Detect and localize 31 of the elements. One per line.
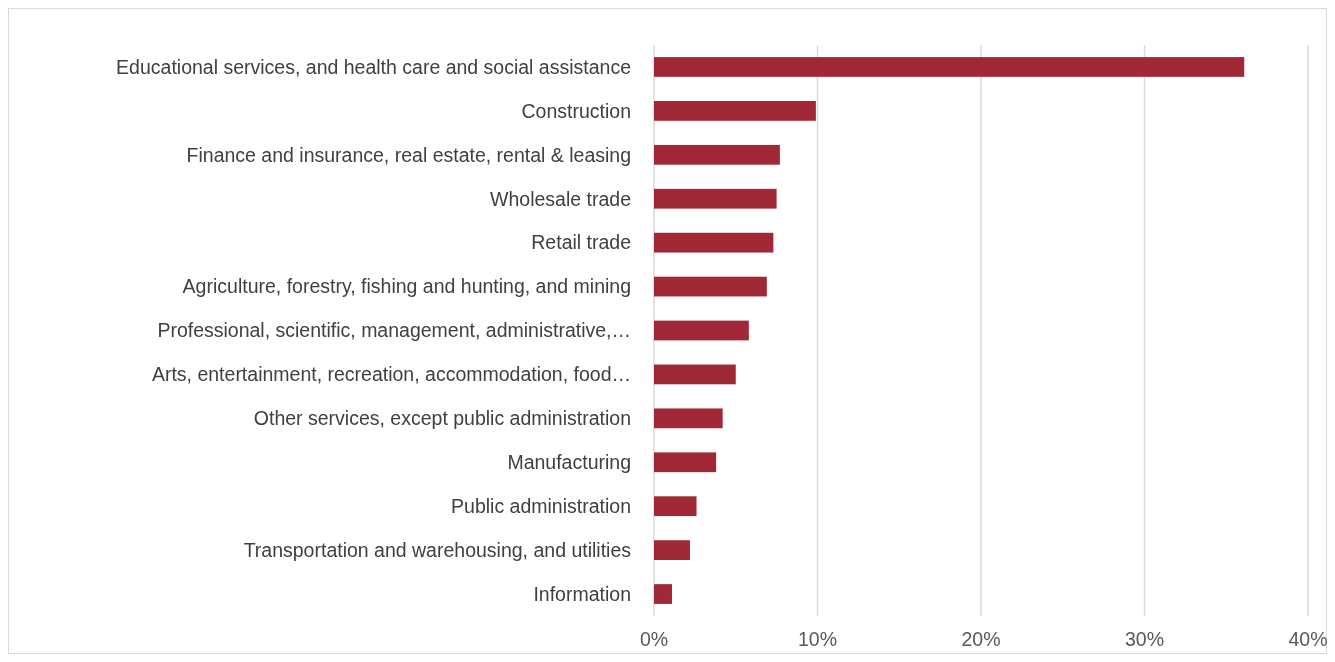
bar <box>654 452 717 473</box>
bar <box>654 496 697 517</box>
y-tick-label: Professional, scientific, management, administrative,… <box>157 319 631 342</box>
x-tick-label: 0% <box>639 628 669 650</box>
y-tick-label: Wholesale trade <box>490 187 631 210</box>
bar <box>654 540 690 560</box>
y-tick-label: Transportation and warehousing, and utilities <box>243 538 632 561</box>
x-tick-label: 40% <box>1288 628 1328 650</box>
bar <box>654 57 1245 77</box>
bar <box>654 144 780 165</box>
bar <box>654 364 736 385</box>
bar <box>654 232 774 253</box>
y-tick-label: Other services, except public administration <box>253 407 631 430</box>
y-tick-label: Arts, entertainment, recreation, accommodation, food… <box>151 363 631 386</box>
bar <box>654 101 816 121</box>
bar <box>654 320 749 341</box>
bar <box>654 188 777 209</box>
y-tick-label: Construction <box>521 99 631 122</box>
y-tick-label: Information <box>533 582 631 605</box>
y-tick-label: Public administration <box>451 495 631 518</box>
x-tick-label: 20% <box>961 628 1001 650</box>
y-tick-label: Retail trade <box>531 231 631 254</box>
bar <box>654 276 767 297</box>
x-tick-label: 30% <box>1124 628 1165 650</box>
bar <box>654 408 723 429</box>
bar <box>654 584 672 604</box>
y-tick-label: Educational services, and health care and social assistance <box>116 55 631 78</box>
y-tick-label: Manufacturing <box>507 451 631 474</box>
y-tick-label: Agriculture, forestry, fishing and hunting, and mining <box>182 275 631 298</box>
y-tick-label: Finance and insurance, real estate, rental & leasing <box>186 143 631 166</box>
x-tick-label: 10% <box>797 628 838 650</box>
